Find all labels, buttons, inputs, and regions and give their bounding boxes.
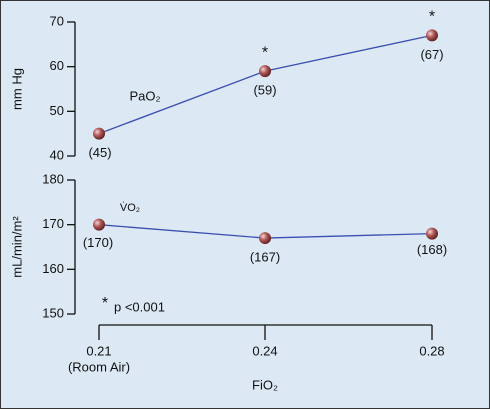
y-tick-label: 70 <box>50 13 64 28</box>
x-tick-label: 0.24 <box>252 343 277 358</box>
x-tick-label: 0.28 <box>419 343 444 358</box>
x-tick-note: (Room Air) <box>68 359 130 374</box>
point <box>259 232 271 245</box>
point <box>426 227 438 240</box>
value-label: (59) <box>253 83 276 98</box>
value-label: (67) <box>420 47 443 62</box>
footnote-marker: * <box>102 295 108 312</box>
y-tick-label: 50 <box>50 103 64 118</box>
value-label: (45) <box>88 145 111 160</box>
x-tick-label: 0.21 <box>86 343 111 358</box>
y-axis-label: mm Hg <box>9 68 24 110</box>
significance-marker: * <box>262 44 268 61</box>
footnote: p <0.001 <box>114 299 165 314</box>
value-label: (170) <box>83 235 113 250</box>
point <box>93 218 105 231</box>
x-axis-label: FiO₂ <box>252 377 278 392</box>
y-tick-label: 180 <box>42 171 64 186</box>
point <box>93 127 105 140</box>
y-axis-label: mL/min/m² <box>9 216 24 278</box>
y-tick-label: 40 <box>50 147 64 162</box>
series-label: PaO₂ <box>129 88 160 103</box>
y-tick-label: 150 <box>42 305 64 320</box>
y-tick-label: 60 <box>50 58 64 73</box>
y-tick-label: 160 <box>42 261 64 276</box>
y-tick-label: 170 <box>42 216 64 231</box>
series-label: V̇O₂ <box>120 201 140 214</box>
point <box>426 29 438 42</box>
value-label: (168) <box>417 242 447 257</box>
significance-marker: * <box>429 9 435 26</box>
value-label: (167) <box>250 250 280 265</box>
point <box>259 65 271 78</box>
